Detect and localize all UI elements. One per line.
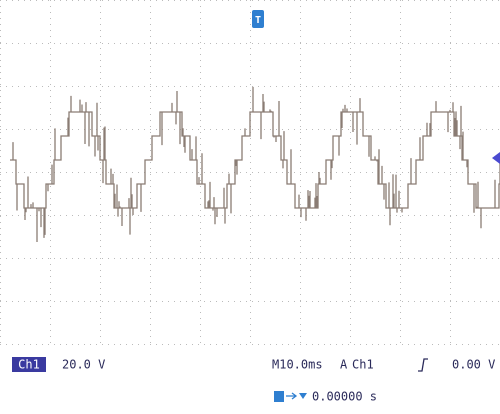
trigger-level: 0.00 V (452, 358, 495, 372)
channel-label: Ch1 (18, 358, 40, 372)
timebase: M10.0ms (272, 358, 323, 372)
trigger-source: Ch1 (352, 358, 374, 372)
vertical-scale: 20.0 V (62, 358, 105, 372)
trigger-mode: A (340, 358, 348, 372)
svg-text:T: T (255, 15, 261, 26)
trigger-position-marker: T (252, 10, 264, 28)
background (0, 0, 500, 414)
horizontal-position: 0.00000 s (312, 390, 377, 404)
scope-screen: T Ch1 20.0 V M10.0ms A Ch1 0.00 V 0.0000… (0, 0, 500, 414)
